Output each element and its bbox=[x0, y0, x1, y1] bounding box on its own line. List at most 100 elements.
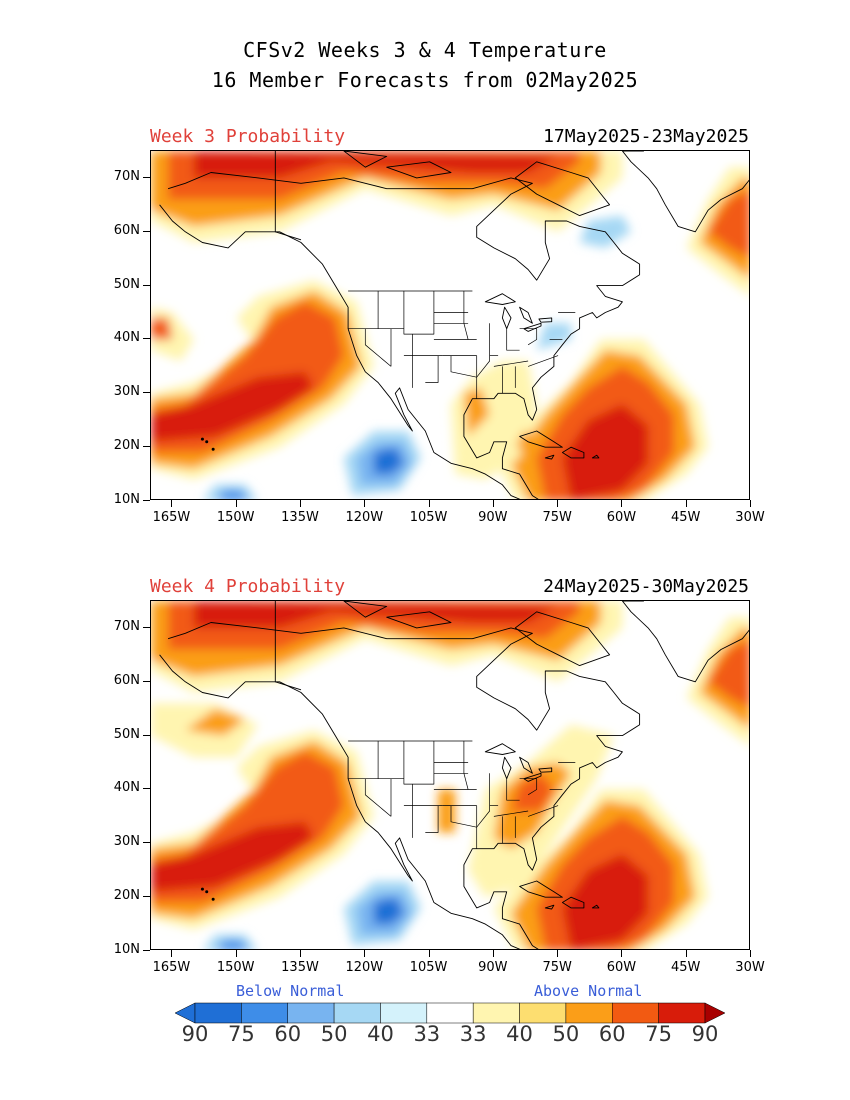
island-outline bbox=[544, 454, 555, 460]
lat-tick bbox=[143, 626, 150, 628]
lat-tick bbox=[143, 176, 150, 178]
pacific-cold-shade-2 bbox=[373, 897, 404, 925]
pacific-warm-shade-3 bbox=[151, 371, 314, 442]
arctic-warm-shade-3 bbox=[193, 151, 559, 178]
lon-tick-label: 105W bbox=[409, 510, 448, 525]
legend-color-box bbox=[612, 1002, 659, 1024]
legend-value: 75 bbox=[645, 1022, 672, 1046]
legend-color-box bbox=[565, 1002, 613, 1024]
legend-value: 50 bbox=[320, 1022, 348, 1046]
lon-tick-label: 165W bbox=[152, 510, 191, 525]
island-outline bbox=[343, 151, 388, 168]
week3-label: Week 3 Probability bbox=[150, 126, 346, 147]
lon-tick bbox=[235, 500, 237, 507]
chart-title: CFSv2 Weeks 3 & 4 Temperature bbox=[243, 38, 607, 62]
lat-tick bbox=[143, 284, 150, 286]
lat-tick-label: 10N bbox=[113, 492, 140, 507]
lon-tick-label: 135W bbox=[281, 960, 319, 975]
lat-tick-label: 20N bbox=[113, 888, 140, 904]
lon-tick-label: 30W bbox=[735, 960, 765, 975]
island-outline bbox=[544, 904, 555, 910]
hawaii-island bbox=[205, 440, 209, 444]
lon-tick-label: 30W bbox=[735, 510, 765, 525]
hawaii-island bbox=[200, 437, 204, 441]
lat-tick bbox=[143, 734, 150, 736]
lon-tick-label: 45W bbox=[671, 960, 701, 975]
lon-tick-label: 165W bbox=[152, 960, 191, 975]
legend-value: 40 bbox=[506, 1022, 533, 1046]
state-border bbox=[364, 328, 392, 367]
lon-tick bbox=[364, 950, 366, 957]
great-lake-outline bbox=[501, 306, 512, 330]
alaska-border bbox=[274, 151, 302, 241]
state-border bbox=[493, 360, 529, 367]
lon-tick-label: 90W bbox=[478, 510, 508, 525]
state-border bbox=[425, 805, 439, 833]
lon-tick-label: 45W bbox=[671, 510, 701, 525]
lat-tick-label: 30N bbox=[113, 834, 140, 850]
nw-warm-shade-1 bbox=[151, 317, 173, 340]
pacific-warm-shade-3 bbox=[151, 821, 314, 892]
legend-value: 50 bbox=[552, 1022, 580, 1046]
pacific-cold-shade-2 bbox=[373, 447, 404, 475]
lon-tick-label: 150W bbox=[216, 510, 255, 525]
legend-value: 40 bbox=[367, 1022, 394, 1046]
north-america-coastline bbox=[159, 172, 641, 499]
hawaii-island bbox=[211, 447, 215, 451]
legend-color-box bbox=[194, 1002, 242, 1024]
lat-tick-label: 70N bbox=[113, 618, 140, 634]
legend-color-box bbox=[472, 1002, 520, 1024]
lat-tick bbox=[143, 446, 150, 448]
island-outline bbox=[561, 446, 585, 459]
state-border bbox=[450, 805, 477, 828]
legend-value: 60 bbox=[274, 1022, 302, 1046]
island-outline bbox=[386, 611, 452, 629]
lon-tick bbox=[300, 500, 301, 507]
great-lake-outline bbox=[484, 293, 516, 305]
lon-tick bbox=[235, 950, 237, 957]
gulf-warm-shade-1 bbox=[463, 387, 490, 437]
lat-tick bbox=[143, 230, 150, 232]
island-outline bbox=[514, 161, 611, 217]
lat-tick bbox=[143, 842, 150, 844]
lat-tick bbox=[143, 392, 150, 394]
week3-map bbox=[150, 150, 750, 500]
state-border bbox=[425, 355, 439, 383]
week3-dates: 17May2025-23May2025 bbox=[543, 126, 749, 147]
below-normal-label: Below Normal bbox=[236, 982, 345, 1000]
legend-color-box bbox=[380, 1002, 428, 1024]
island-outline bbox=[519, 880, 563, 898]
legend-color-box bbox=[287, 1002, 335, 1024]
greenland-coastline bbox=[621, 151, 749, 233]
legend-value: 90 bbox=[181, 1022, 209, 1046]
great-lake-outline bbox=[501, 756, 512, 780]
hawaii-island bbox=[200, 887, 204, 891]
island-outline bbox=[519, 430, 563, 448]
lat-tick-label: 40N bbox=[113, 330, 140, 346]
lon-tick bbox=[621, 500, 623, 507]
state-border bbox=[527, 778, 538, 796]
state-border bbox=[527, 328, 538, 346]
lon-tick-label: 60W bbox=[606, 510, 637, 525]
lon-tick bbox=[557, 500, 559, 507]
great-lake-outline bbox=[523, 772, 542, 782]
alaska-border bbox=[274, 601, 302, 691]
island-outline bbox=[591, 904, 600, 909]
lat-tick-label: 10N bbox=[113, 942, 140, 957]
great-lake-outline bbox=[484, 743, 516, 755]
lon-tick-label: 120W bbox=[345, 960, 384, 975]
lat-tick-label: 50N bbox=[113, 276, 140, 292]
lat-tick-label: 60N bbox=[113, 672, 140, 688]
alaska-south-warm-shade-1 bbox=[185, 708, 246, 736]
state-border bbox=[506, 778, 520, 801]
state-border bbox=[506, 328, 520, 351]
lat-tick bbox=[143, 950, 150, 951]
lat-tick bbox=[143, 338, 150, 340]
great-lake-outline bbox=[523, 322, 542, 332]
state-border bbox=[527, 805, 559, 817]
lat-tick bbox=[143, 500, 150, 501]
lon-tick bbox=[171, 950, 173, 957]
legend-value: 33 bbox=[459, 1022, 487, 1046]
atlantic-warm-shade-3 bbox=[562, 854, 649, 949]
legend-left-arrow bbox=[175, 1002, 196, 1024]
